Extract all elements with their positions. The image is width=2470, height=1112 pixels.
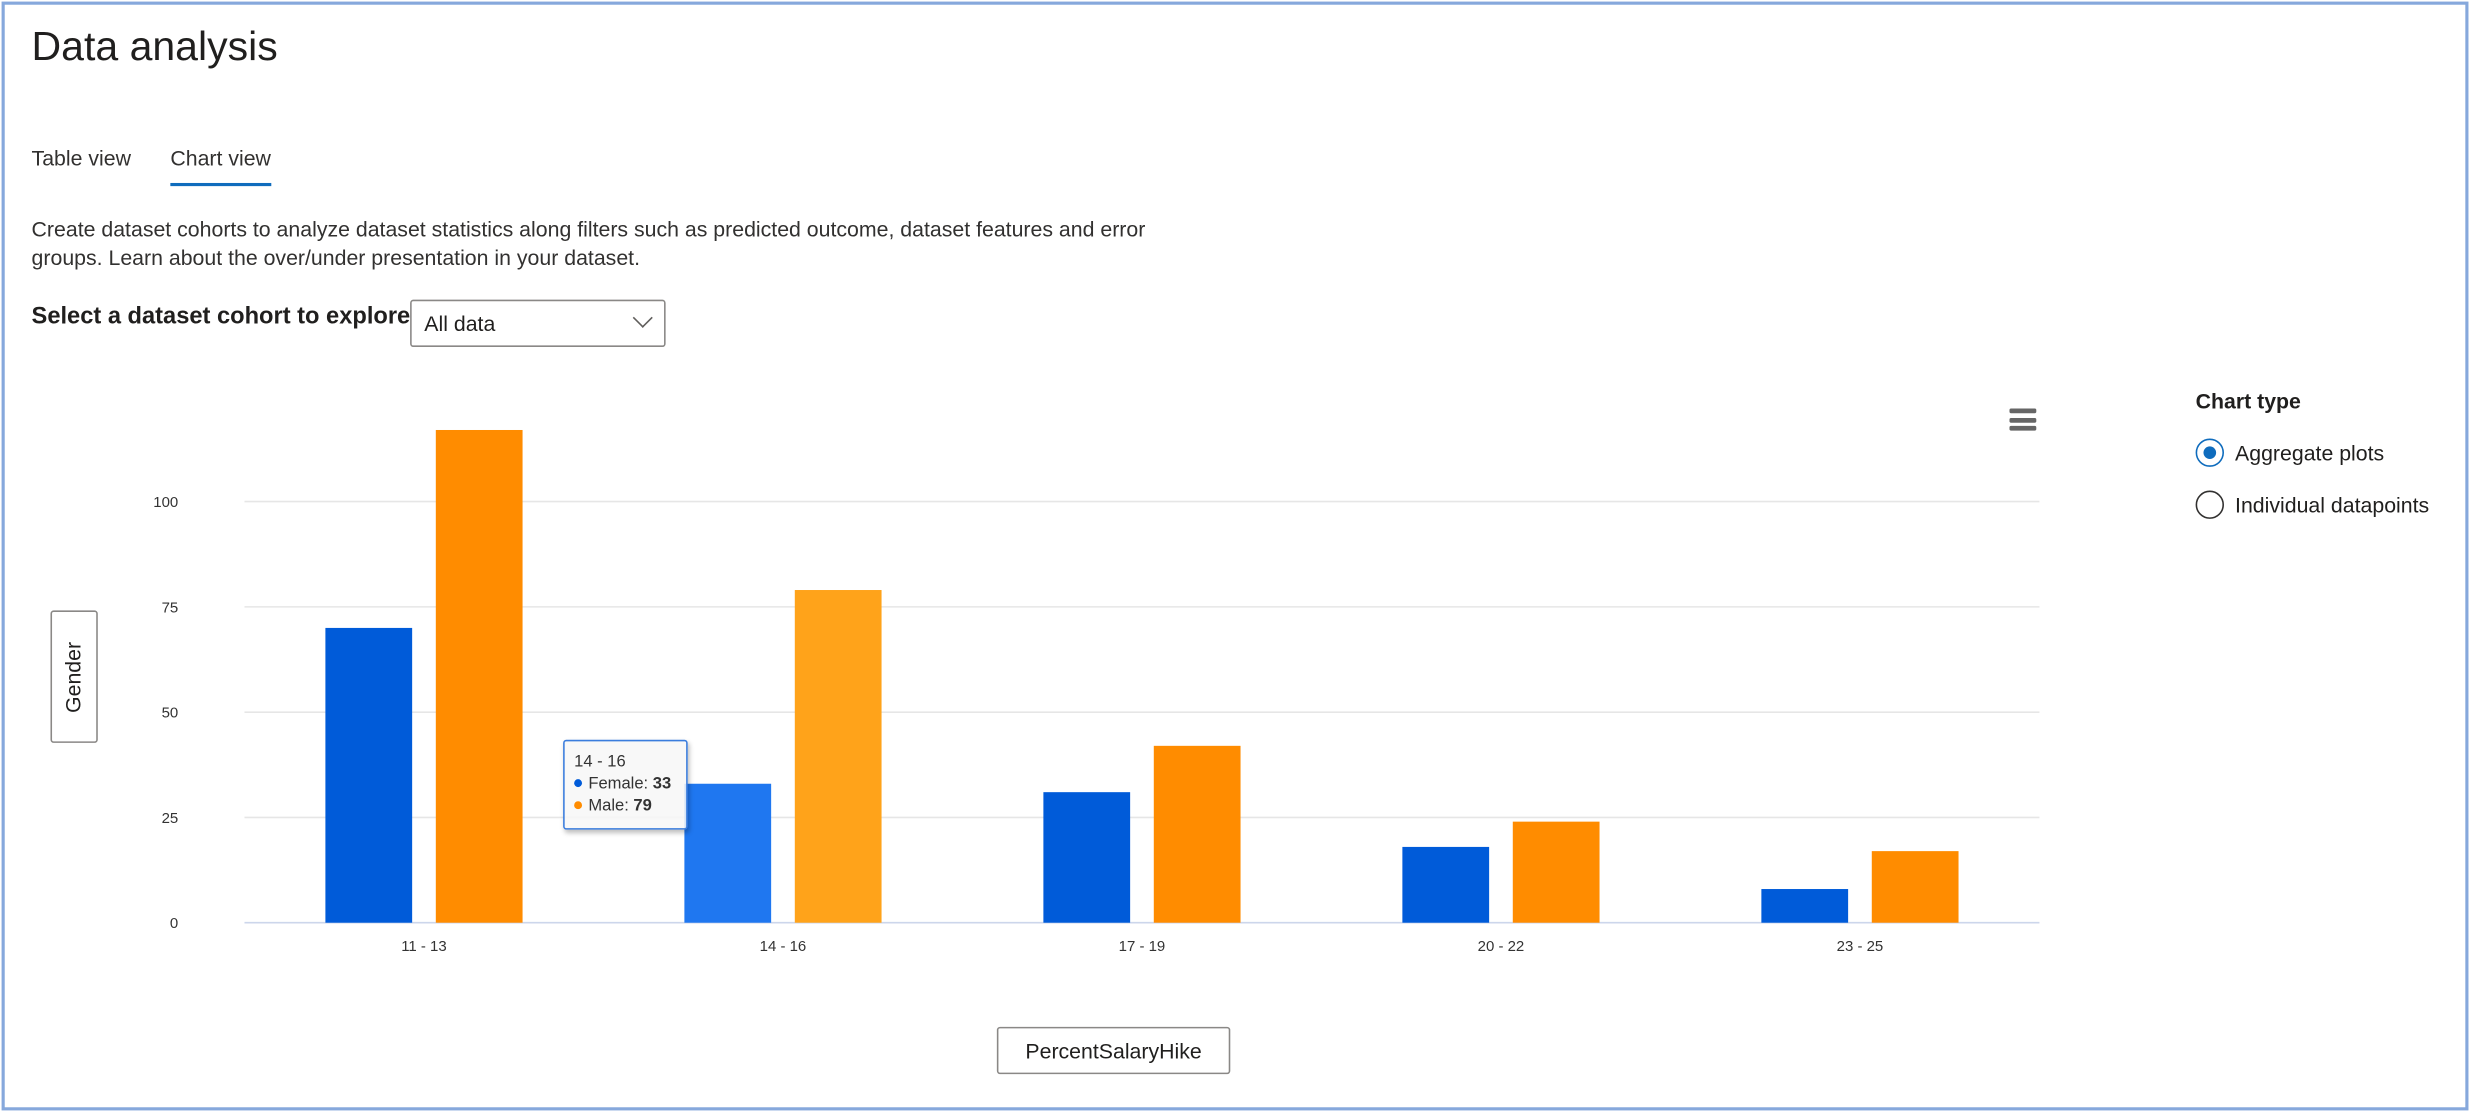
radio-label: Individual datapoints — [2235, 492, 2430, 517]
cohort-value: All data — [424, 312, 496, 336]
female-dot-icon — [574, 779, 583, 788]
cohort-dropdown[interactable]: All data — [410, 299, 666, 348]
chart-type-title: Chart type — [2195, 389, 2301, 414]
bar-male — [1512, 821, 1600, 923]
bar-female — [684, 783, 772, 923]
radio-label: Aggregate plots — [2235, 440, 2385, 465]
x-tick-label: 14 - 16 — [760, 938, 807, 955]
tooltip-label: Male: — [588, 796, 634, 816]
x-tick-label: 20 - 22 — [1478, 938, 1525, 955]
cohort-label: Select a dataset cohort to explore — [31, 302, 411, 330]
x-tick-label: 11 - 13 — [401, 938, 446, 955]
bar-male — [794, 590, 882, 923]
x-axis-label: PercentSalaryHike — [1025, 1038, 1202, 1063]
bar-male — [435, 429, 523, 923]
bar-female — [1761, 889, 1849, 923]
chart-menu-icon[interactable] — [2009, 408, 2037, 435]
y-axis-button[interactable]: Gender — [50, 610, 98, 743]
tooltip-label: Female: — [588, 774, 653, 794]
tooltip-row-male: Male: 79 — [574, 795, 686, 817]
tooltip-value: 33 — [652, 774, 672, 794]
x-tick-label: 17 - 19 — [1119, 938, 1166, 955]
bar-female — [1402, 846, 1490, 923]
bar-female — [1043, 792, 1131, 923]
y-tick-label: 25 — [162, 810, 179, 827]
y-tick-label: 75 — [162, 599, 179, 616]
description: Create dataset cohorts to analyze datase… — [31, 217, 1146, 270]
tooltip-category: 14 - 16 — [574, 752, 626, 772]
radio-selected-icon — [2195, 438, 2224, 467]
x-tick-label: 23 - 25 — [1837, 938, 1884, 955]
x-axis-button[interactable]: PercentSalaryHike — [996, 1026, 1231, 1075]
chart-tooltip: 14 - 16 Female: 33 Male: 79 — [563, 739, 688, 830]
y-tick-label: 0 — [170, 915, 178, 932]
bar-male — [1871, 851, 1959, 923]
bar-male — [1153, 745, 1241, 923]
radio-unselected-icon — [2195, 490, 2224, 519]
page-title: Data analysis — [31, 22, 278, 70]
tab-chart-view[interactable]: Chart view — [170, 147, 271, 187]
male-dot-icon — [574, 801, 583, 810]
tooltip-row-female: Female: 33 — [574, 773, 686, 795]
tab-table-view[interactable]: Table view — [31, 146, 131, 171]
y-axis-label: Gender — [62, 641, 86, 713]
bar-female — [325, 627, 413, 923]
tooltip-value: 79 — [633, 796, 652, 816]
radio-aggregate-plots[interactable]: Aggregate plots — [2195, 438, 2385, 467]
y-tick-label: 50 — [162, 705, 179, 722]
y-tick-label: 100 — [153, 494, 178, 511]
radio-individual-datapoints[interactable]: Individual datapoints — [2195, 490, 2430, 519]
